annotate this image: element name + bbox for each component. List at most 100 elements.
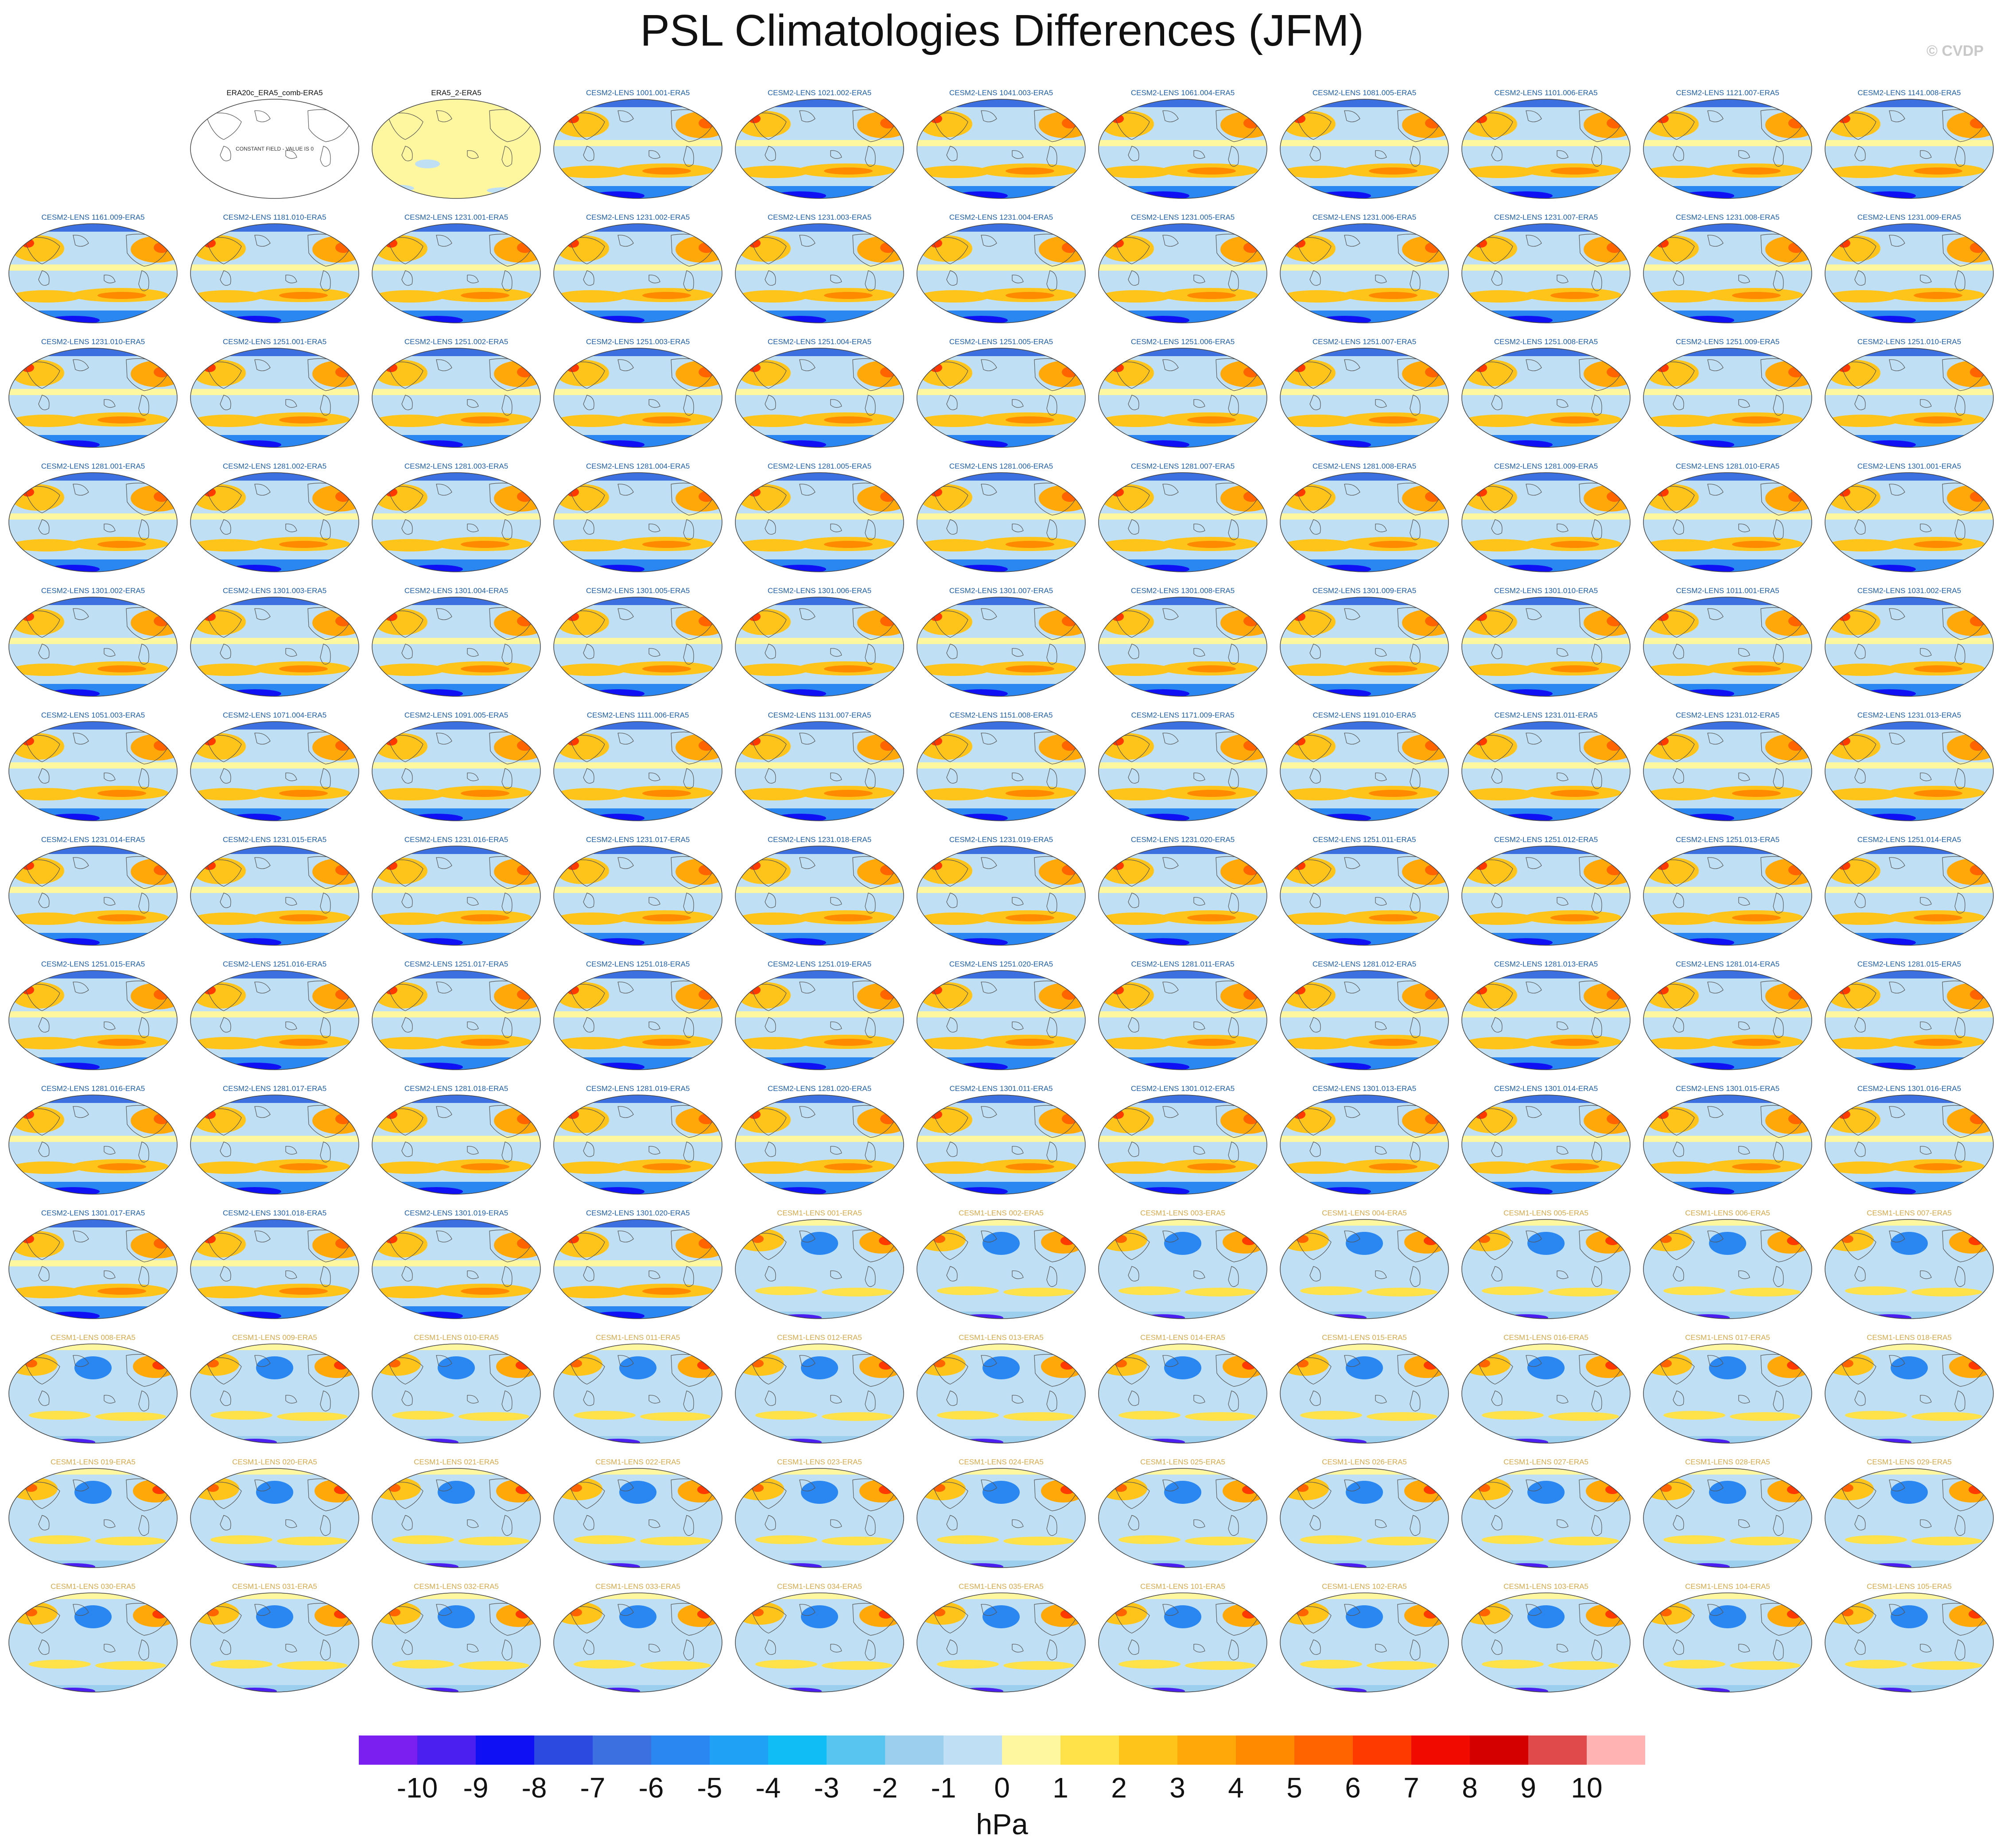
world-map: [917, 970, 1086, 1070]
world-map: [1825, 348, 1994, 448]
map-panel: CESM1-LENS 006-ERA5: [1639, 1209, 1816, 1324]
world-map: [8, 846, 178, 946]
colorbar-tick-label: 6: [1345, 1772, 1361, 1804]
map-panel: CESM2-LENS 1281.011-ERA5: [1094, 960, 1271, 1075]
world-map: [8, 1095, 178, 1195]
map-panel: CESM2-LENS 1231.007-ERA5: [1457, 213, 1635, 328]
map-panel: CESM1-LENS 032-ERA5: [368, 1582, 545, 1697]
panel-title: CESM2-LENS 1251.013-ERA5: [1675, 835, 1780, 844]
panel-title: CESM2-LENS 1281.001-ERA5: [41, 462, 145, 470]
world-map: [917, 1592, 1086, 1693]
panel-title: CESM2-LENS 1231.001-ERA5: [404, 213, 509, 221]
map-panel: CESM2-LENS 1301.011-ERA5: [913, 1084, 1090, 1200]
map-panel: CESM2-LENS 1281.008-ERA5: [1276, 462, 1453, 577]
world-map: [1643, 1468, 1812, 1568]
map-panel: CESM1-LENS 030-ERA5: [4, 1582, 182, 1697]
world-map: [917, 223, 1086, 323]
map-panel: CESM1-LENS 103-ERA5: [1457, 1582, 1635, 1697]
panel-title: CESM1-LENS 015-ERA5: [1322, 1333, 1407, 1342]
panel-title: CESM2-LENS 1301.014-ERA5: [1494, 1084, 1598, 1093]
map-panel: CESM2-LENS 1141.008-ERA5: [1821, 89, 1998, 204]
world-map: [917, 597, 1086, 697]
map-panel: CESM1-LENS 017-ERA5: [1639, 1333, 1816, 1448]
world-map: [8, 1468, 178, 1568]
panel-title: CESM1-LENS 024-ERA5: [959, 1458, 1044, 1466]
map-panel: CESM2-LENS 1251.012-ERA5: [1457, 835, 1635, 951]
world-map: [735, 348, 904, 448]
panel-title: CESM2-LENS 1301.020-ERA5: [586, 1209, 690, 1217]
world-map: [735, 1095, 904, 1195]
panel-title: CESM2-LENS 1231.009-ERA5: [1857, 213, 1961, 221]
panel-grid: ERA20c_ERA5_comb-ERA5 CONSTANT FIELD - VA…: [4, 89, 1998, 1697]
world-map: [372, 970, 541, 1070]
map-panel: CESM2-LENS 1301.016-ERA5: [1821, 1084, 1998, 1200]
world-map: [735, 223, 904, 323]
world-map: [1643, 1095, 1812, 1195]
panel-title: CESM2-LENS 1231.017-ERA5: [586, 835, 690, 844]
map-panel: CESM2-LENS 1231.019-ERA5: [913, 835, 1090, 951]
panel-title: CESM2-LENS 1301.002-ERA5: [41, 586, 145, 595]
world-map: [372, 1592, 541, 1693]
colorbar-tick-label: -9: [463, 1772, 489, 1804]
map-panel: CESM2-LENS 1301.010-ERA5: [1457, 586, 1635, 702]
world-map: [917, 1219, 1086, 1319]
colorbar-box: [1060, 1735, 1119, 1765]
panel-title: CESM2-LENS 1301.012-ERA5: [1130, 1084, 1235, 1093]
map-panel: CESM2-LENS 1081.005-ERA5: [1276, 89, 1453, 204]
panel-title: CESM2-LENS 1101.006-ERA5: [1494, 89, 1598, 97]
colorbar-box: [885, 1735, 944, 1765]
world-map: [372, 348, 541, 448]
panel-title: CESM2-LENS 1301.015-ERA5: [1675, 1084, 1780, 1093]
panel-title: CESM2-LENS 1281.005-ERA5: [767, 462, 872, 470]
map-panel: CESM2-LENS 1301.003-ERA5: [186, 586, 363, 702]
panel-title: CESM1-LENS 023-ERA5: [777, 1458, 862, 1466]
world-map: [553, 597, 722, 697]
map-panel: CESM2-LENS 1251.009-ERA5: [1639, 338, 1816, 453]
colorbar-tick-label: -7: [580, 1772, 606, 1804]
panel-title: CESM2-LENS 1231.007-ERA5: [1494, 213, 1598, 221]
panel-title: CESM1-LENS 006-ERA5: [1685, 1209, 1770, 1217]
world-map: [1280, 970, 1449, 1070]
map-panel: CESM2-LENS 1281.003-ERA5: [368, 462, 545, 577]
colorbar-box: [1587, 1735, 1645, 1765]
colorbar-box: [768, 1735, 827, 1765]
map-panel: CESM1-LENS 008-ERA5: [4, 1333, 182, 1448]
world-map: [1280, 1219, 1449, 1319]
panel-title: CESM2-LENS 1231.012-ERA5: [1675, 711, 1780, 719]
panel-title: CESM2-LENS 1231.011-ERA5: [1494, 711, 1598, 719]
colorbar-tick-label: -5: [697, 1772, 722, 1804]
map-panel: CESM2-LENS 1231.003-ERA5: [731, 213, 908, 328]
panel-title: CESM2-LENS 1231.003-ERA5: [767, 213, 872, 221]
panel-title: CESM1-LENS 022-ERA5: [595, 1458, 680, 1466]
panel-title: CESM1-LENS 004-ERA5: [1322, 1209, 1407, 1217]
world-map: [917, 348, 1086, 448]
panel-title: CESM2-LENS 1281.013-ERA5: [1494, 960, 1598, 968]
world-map: [1643, 1592, 1812, 1693]
world-map: [1280, 99, 1449, 199]
world-map: [735, 1468, 904, 1568]
map-panel: CESM2-LENS 1231.001-ERA5: [368, 213, 545, 328]
panel-title: CESM2-LENS 1281.016-ERA5: [41, 1084, 145, 1093]
map-panel: CESM2-LENS 1281.018-ERA5: [368, 1084, 545, 1200]
map-panel: CESM2-LENS 1251.006-ERA5: [1094, 338, 1271, 453]
map-panel: CESM1-LENS 003-ERA5: [1094, 1209, 1271, 1324]
map-panel: CESM2-LENS 1001.001-ERA5: [549, 89, 726, 204]
panel-title: CESM2-LENS 1081.005-ERA5: [1312, 89, 1417, 97]
map-panel: ERA5_2-ERA5: [368, 89, 545, 204]
map-panel: CESM2-LENS 1281.015-ERA5: [1821, 960, 1998, 1075]
map-panel: CESM2-LENS 1111.006-ERA5: [549, 711, 726, 826]
panel-title: CESM1-LENS 027-ERA5: [1503, 1458, 1588, 1466]
colorbar-box: [1236, 1735, 1294, 1765]
world-map: [1461, 970, 1631, 1070]
panel-title: CESM2-LENS 1251.011-ERA5: [1313, 835, 1416, 844]
map-panel: CESM2-LENS 1091.005-ERA5: [368, 711, 545, 826]
map-panel: CESM2-LENS 1121.007-ERA5: [1639, 89, 1816, 204]
world-map: [1098, 597, 1267, 697]
colorbar-tick-label: -6: [639, 1772, 664, 1804]
panel-title: CESM2-LENS 1231.015-ERA5: [222, 835, 327, 844]
colorbar-tick-label: 2: [1111, 1772, 1127, 1804]
world-map: [1643, 846, 1812, 946]
map-panel: CESM1-LENS 021-ERA5: [368, 1458, 545, 1573]
panel-title: CESM1-LENS 013-ERA5: [959, 1333, 1044, 1342]
map-panel: CESM2-LENS 1251.011-ERA5: [1276, 835, 1453, 951]
